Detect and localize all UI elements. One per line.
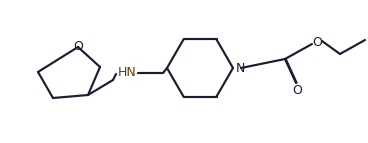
Text: O: O	[292, 85, 302, 98]
Text: HN: HN	[118, 66, 137, 80]
Text: N: N	[235, 61, 245, 75]
Text: O: O	[312, 35, 322, 48]
Text: O: O	[73, 40, 83, 53]
